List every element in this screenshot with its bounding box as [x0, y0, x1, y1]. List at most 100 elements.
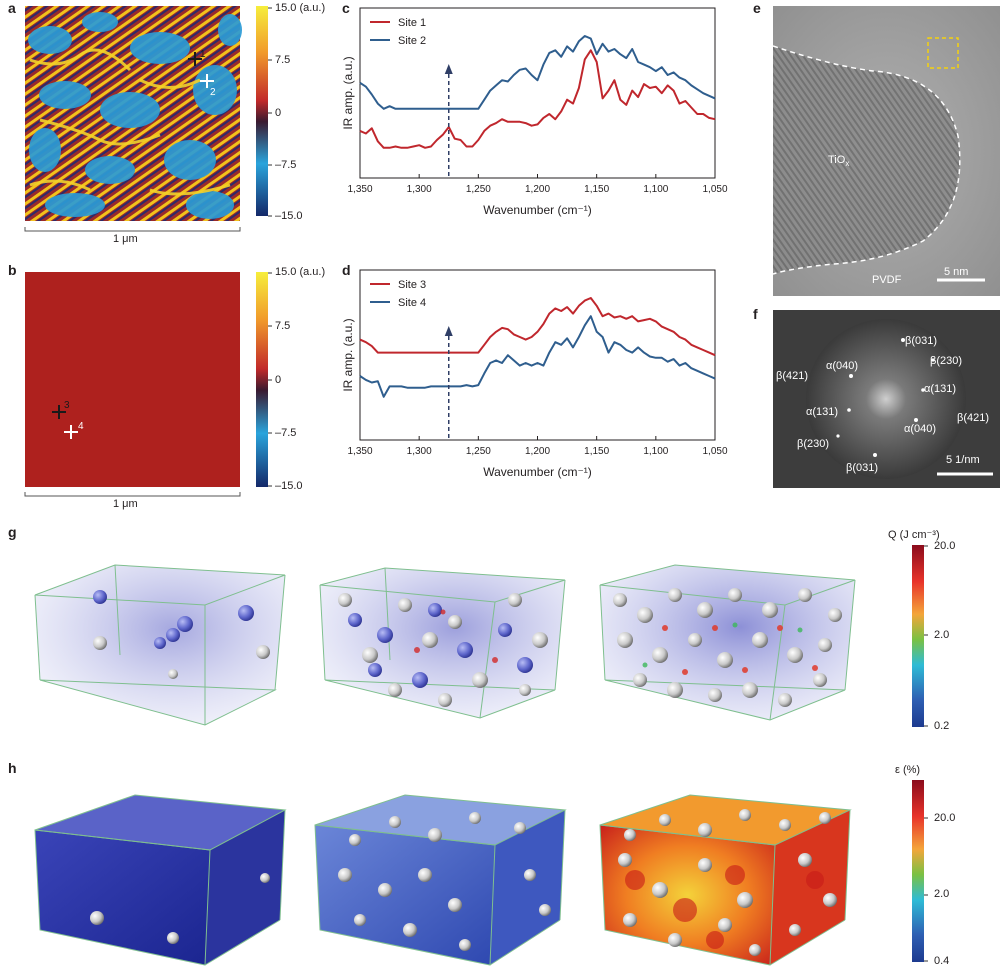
scale-label-a: 1 μm: [113, 233, 138, 245]
reflection-label: β(230): [930, 355, 963, 367]
panel-e-hrtem-image: [773, 6, 1000, 296]
scale-bar-f: [937, 472, 993, 476]
reflection-label: β(421): [957, 412, 990, 424]
site-4-marker: [64, 425, 78, 439]
tio2-label: TiOx: [828, 154, 850, 169]
colorbar-h-tick: 0.4: [934, 955, 950, 967]
site-1-marker: [188, 52, 202, 66]
panel-label-f: f: [753, 306, 758, 322]
reflection-label: α(131): [924, 383, 957, 395]
y-axis-title: IR amp. (a.u.): [341, 56, 355, 129]
panel-b-afm-ir-map: 3 4: [24, 272, 272, 497]
colorbar-b-tick: 0: [275, 374, 282, 386]
panel-label-a: a: [8, 0, 16, 16]
x-tick-label: 1,200: [525, 446, 550, 457]
scale-bar-a: [24, 227, 241, 232]
x-tick-label: 1,200: [525, 184, 550, 195]
reflection-label: β(031): [905, 335, 938, 347]
colorbar-g: [912, 545, 928, 727]
reflection-label: β(031): [846, 462, 879, 474]
simulation-box-low-loading: [34, 564, 286, 726]
reflection-label: β(230): [797, 438, 830, 450]
legend-label: Site 1: [398, 17, 426, 29]
colorbar-g-tick: 2.0: [934, 629, 950, 641]
colorbar-b: [256, 272, 268, 487]
panel-label-b: b: [8, 262, 17, 278]
colorbar-g-tick: 0.2: [934, 720, 950, 732]
site-2-label: 2: [210, 87, 216, 98]
strain-box-medium-loading: [314, 794, 567, 966]
legend-label: Site 4: [398, 297, 426, 309]
colorbar-a-tick: –7.5: [275, 159, 297, 171]
colorbar-b-tick: –7.5: [275, 427, 297, 439]
x-tick-label: 1,050: [702, 184, 727, 195]
scale-label-e: 5 nm: [944, 266, 969, 278]
panel-h-strain-simulations: [34, 794, 852, 966]
tio2-boundary-line: [773, 45, 961, 275]
x-tick-label: 1,050: [702, 446, 727, 457]
x-tick-label: 1,150: [584, 446, 609, 457]
colorbar-a-tick: 15.0 (a.u.): [275, 2, 326, 14]
x-axis-title: Wavenumber (cm⁻¹): [483, 203, 592, 217]
colorbar-h-tick: 2.0: [934, 888, 950, 900]
x-tick-label: 1,150: [584, 184, 609, 195]
x-axis-title: Wavenumber (cm⁻¹): [483, 465, 592, 479]
x-tick-label: 1,300: [407, 446, 432, 457]
colorbar-h-title: ε (%): [895, 764, 921, 776]
series-line-site-1: [359, 49, 716, 149]
reflection-label: α(040): [826, 360, 859, 372]
colorbar-b-tick: 7.5: [275, 320, 291, 332]
colorbar-a-tick: 7.5: [275, 54, 291, 66]
simulation-box-high-loading: [599, 564, 856, 721]
colorbar-b-tick: –15.0: [275, 480, 303, 492]
x-tick-label: 1,250: [466, 184, 491, 195]
colorbar-g-title: Q (J cm⁻³): [888, 529, 940, 541]
x-tick-label: 1,250: [466, 446, 491, 457]
series-line-site-4: [359, 315, 716, 398]
panel-g-energy-density-simulations: [34, 564, 856, 726]
scale-label-b: 1 μm: [113, 498, 138, 510]
y-axis-title: IR amp. (a.u.): [341, 318, 355, 391]
x-tick-label: 1,100: [643, 446, 668, 457]
peak-marker-arrowhead: [444, 64, 453, 74]
ir-spectrum-chart-c: 1,350 1,300 1,250 1,200 1,150 1,100 1,050 Waven…: [341, 7, 728, 217]
panel-f-fft-pattern: [773, 310, 1000, 488]
panel-label-h: h: [8, 760, 17, 776]
x-tick-label: 1,350: [347, 446, 372, 457]
colorbar-g-tick: 20.0: [934, 540, 956, 552]
panel-label-g: g: [8, 524, 17, 540]
site-2-marker: [200, 74, 214, 88]
panel-label-d: d: [342, 262, 351, 278]
simulation-box-medium-loading: [319, 567, 566, 719]
colorbar-a-tick: –15.0: [275, 210, 303, 222]
colorbar-a-tick: 0: [275, 107, 282, 119]
colorbar-a: [256, 6, 268, 216]
panel-label-c: c: [342, 0, 350, 16]
pvdf-label: PVDF: [872, 274, 902, 286]
site-4-label: 4: [78, 421, 84, 432]
colorbar-b-tick: 15.0 (a.u.): [275, 266, 326, 278]
peak-marker-arrowhead: [444, 326, 453, 336]
plot-frame: [359, 269, 716, 441]
site-3-marker: [52, 405, 66, 419]
panel-a-afm-ir-map: 1 2: [24, 6, 272, 232]
x-tick-label: 1,300: [407, 184, 432, 195]
strain-box-high-loading: [599, 794, 852, 966]
reflection-label: α(131): [806, 406, 839, 418]
colorbar-h: [912, 780, 928, 962]
fft-region-box: [927, 37, 959, 69]
site-1-label: 1: [200, 49, 206, 60]
legend-label: Site 3: [398, 279, 426, 291]
reflection-label: α(040): [904, 423, 937, 435]
reflection-label: β(421): [776, 370, 809, 382]
x-tick-label: 1,100: [643, 184, 668, 195]
x-tick-label: 1,350: [347, 184, 372, 195]
series-line-site-2: [359, 35, 716, 110]
colorbar-h-tick: 20.0: [934, 812, 956, 824]
scale-bar-b: [24, 492, 241, 497]
ir-spectrum-chart-d: 1,350 1,300 1,250 1,200 1,150 1,100 1,050 Waven…: [341, 269, 728, 479]
panel-label-e: e: [753, 0, 761, 16]
series-line-site-3: [359, 297, 716, 357]
legend-label: Site 2: [398, 35, 426, 47]
site-3-label: 3: [64, 400, 70, 411]
